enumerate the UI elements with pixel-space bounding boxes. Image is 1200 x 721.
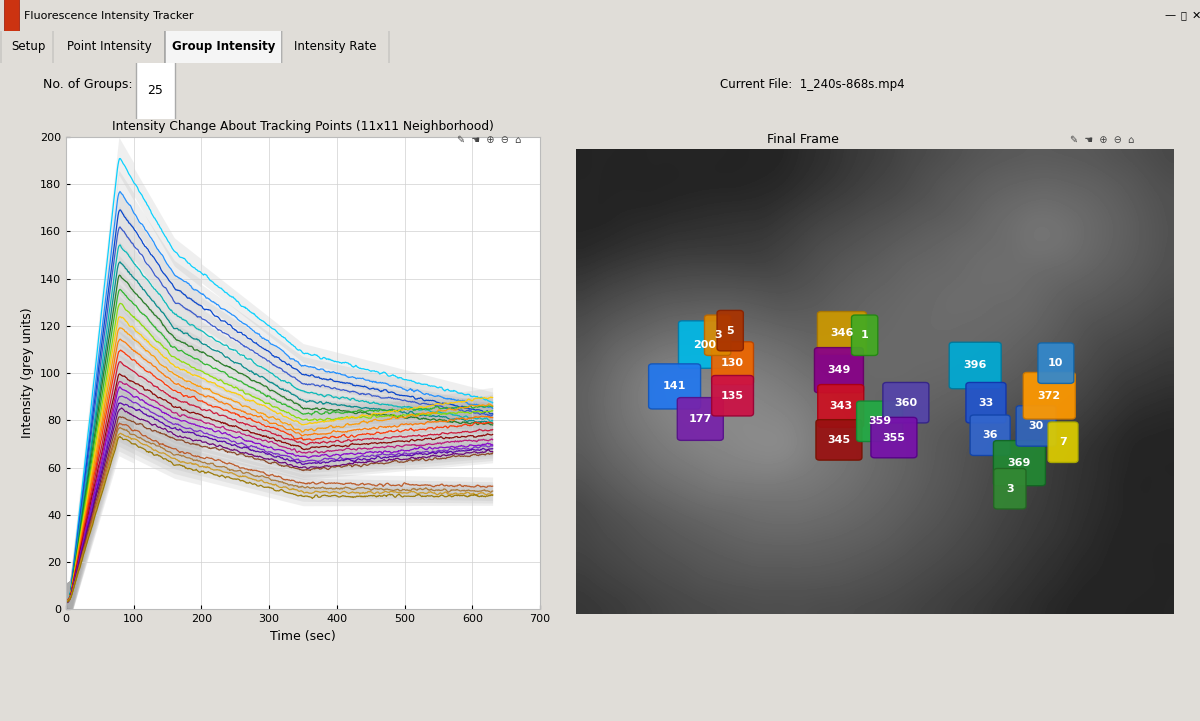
FancyBboxPatch shape xyxy=(1016,406,1056,446)
FancyBboxPatch shape xyxy=(282,1,389,94)
FancyBboxPatch shape xyxy=(1,1,55,94)
Text: 36: 36 xyxy=(983,430,998,441)
X-axis label: Time (sec): Time (sec) xyxy=(270,629,336,642)
Text: 130: 130 xyxy=(721,358,744,368)
Text: 346: 346 xyxy=(830,328,853,338)
Text: —: — xyxy=(1164,11,1176,20)
FancyBboxPatch shape xyxy=(966,382,1006,423)
Text: 177: 177 xyxy=(689,414,712,424)
Text: ⧠: ⧠ xyxy=(1180,11,1186,20)
FancyBboxPatch shape xyxy=(1038,343,1074,384)
Text: 141: 141 xyxy=(662,381,686,392)
FancyBboxPatch shape xyxy=(718,310,743,351)
FancyBboxPatch shape xyxy=(1024,373,1075,419)
Title: Intensity Change About Tracking Points (11x11 Neighborhood): Intensity Change About Tracking Points (… xyxy=(112,120,494,133)
Text: 343: 343 xyxy=(829,401,852,411)
Text: No. of Groups:: No. of Groups: xyxy=(43,78,133,91)
Text: ✎  ☚  ⊕  ⊖  ⌂: ✎ ☚ ⊕ ⊖ ⌂ xyxy=(1070,135,1135,145)
Text: 396: 396 xyxy=(964,360,986,371)
FancyBboxPatch shape xyxy=(994,469,1026,509)
Text: Intensity Rate: Intensity Rate xyxy=(294,40,377,53)
Text: 369: 369 xyxy=(1008,458,1031,468)
FancyBboxPatch shape xyxy=(852,315,877,355)
Text: Current File:  1_240s-868s.mp4: Current File: 1_240s-868s.mp4 xyxy=(720,78,905,91)
Text: 33: 33 xyxy=(978,398,994,407)
FancyBboxPatch shape xyxy=(1048,422,1078,462)
Text: Final Frame: Final Frame xyxy=(767,133,839,146)
FancyBboxPatch shape xyxy=(712,342,754,384)
FancyBboxPatch shape xyxy=(704,315,731,355)
Text: 345: 345 xyxy=(827,435,851,445)
Text: 135: 135 xyxy=(721,391,744,401)
FancyBboxPatch shape xyxy=(5,0,19,42)
FancyBboxPatch shape xyxy=(166,1,282,94)
Text: 7: 7 xyxy=(1060,437,1067,447)
Text: 200: 200 xyxy=(692,340,716,350)
Text: Fluorescence Intensity Tracker: Fluorescence Intensity Tracker xyxy=(24,11,193,20)
FancyBboxPatch shape xyxy=(857,401,902,441)
FancyBboxPatch shape xyxy=(712,376,754,416)
FancyBboxPatch shape xyxy=(883,382,929,423)
FancyBboxPatch shape xyxy=(677,397,724,441)
Text: 360: 360 xyxy=(894,398,918,407)
Text: 30: 30 xyxy=(1028,421,1044,431)
Text: 349: 349 xyxy=(827,365,851,375)
FancyBboxPatch shape xyxy=(949,342,1001,389)
FancyBboxPatch shape xyxy=(816,420,862,460)
Text: Point Intensity: Point Intensity xyxy=(67,40,151,53)
FancyBboxPatch shape xyxy=(817,311,866,354)
FancyBboxPatch shape xyxy=(817,384,864,428)
Text: 3: 3 xyxy=(1006,484,1014,494)
FancyBboxPatch shape xyxy=(815,348,864,393)
FancyBboxPatch shape xyxy=(994,441,1045,486)
Text: 359: 359 xyxy=(868,416,892,426)
Text: Setup: Setup xyxy=(11,40,46,53)
FancyBboxPatch shape xyxy=(649,364,701,409)
Text: 1: 1 xyxy=(860,330,869,340)
Text: 25: 25 xyxy=(148,84,163,97)
Text: Group Intensity: Group Intensity xyxy=(172,40,275,53)
Y-axis label: Intensity (grey units): Intensity (grey units) xyxy=(22,308,35,438)
Text: 355: 355 xyxy=(882,433,905,443)
FancyBboxPatch shape xyxy=(678,321,731,368)
Text: 10: 10 xyxy=(1048,358,1063,368)
Text: ✎  ☚  ⊕  ⊖  ⌂: ✎ ☚ ⊕ ⊖ ⌂ xyxy=(457,135,521,145)
FancyBboxPatch shape xyxy=(53,1,166,94)
Text: ✕: ✕ xyxy=(1192,11,1200,20)
Text: 3: 3 xyxy=(714,330,721,340)
Text: 372: 372 xyxy=(1038,391,1061,401)
Text: 5: 5 xyxy=(726,326,734,335)
FancyBboxPatch shape xyxy=(871,417,917,458)
FancyBboxPatch shape xyxy=(136,45,174,137)
FancyBboxPatch shape xyxy=(970,415,1010,456)
